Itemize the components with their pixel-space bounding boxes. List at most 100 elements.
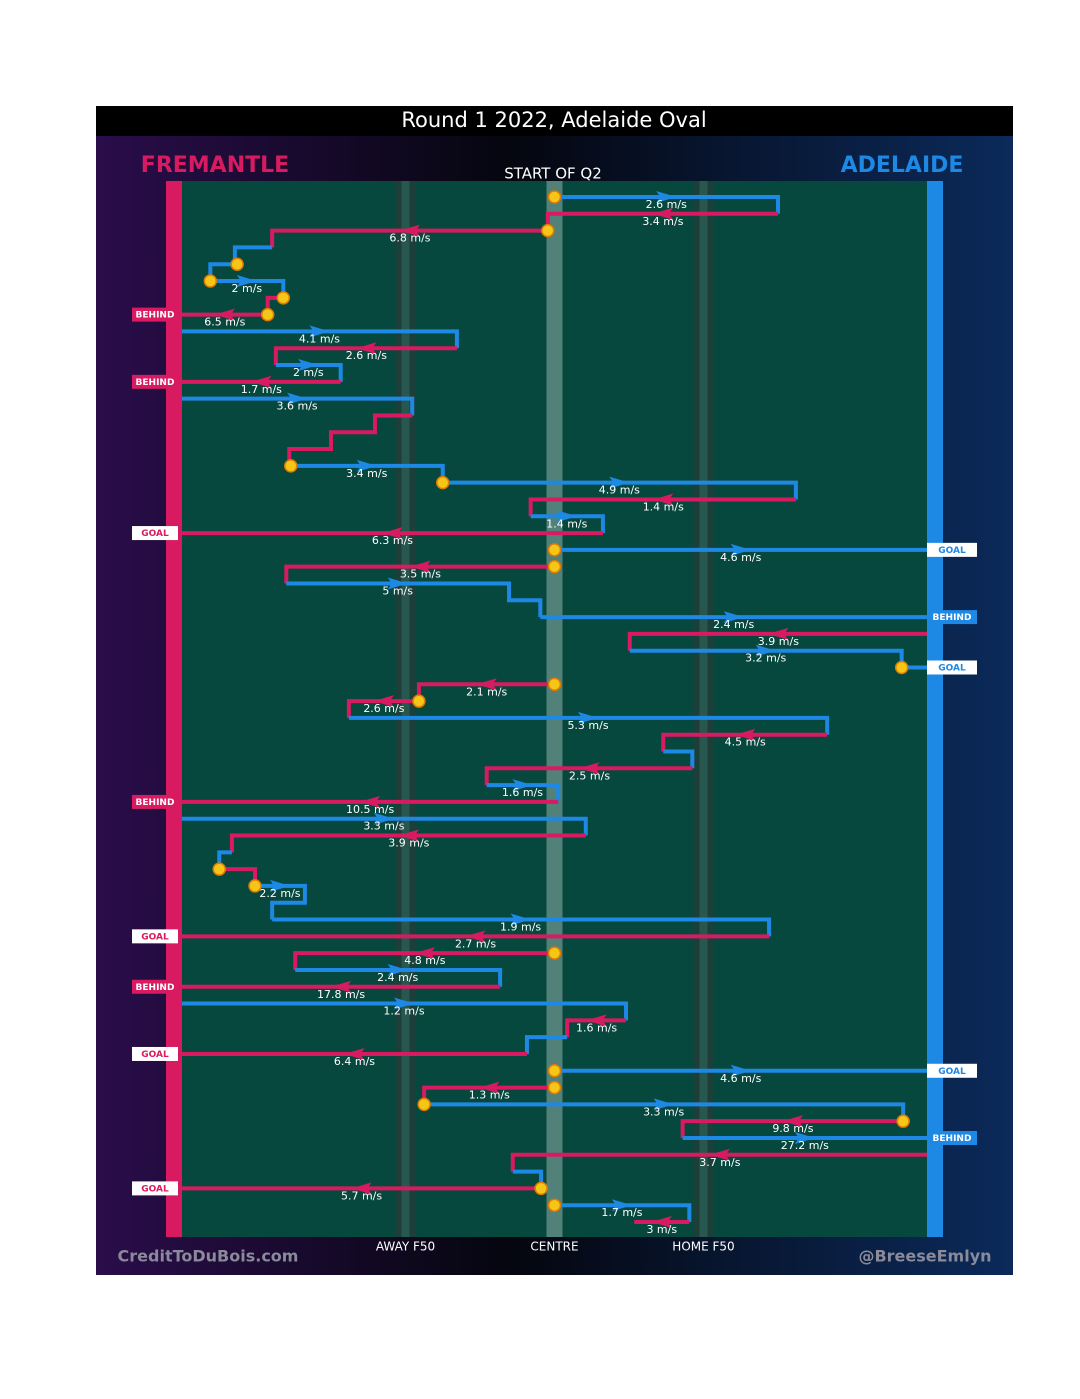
chain-line xyxy=(346,699,419,718)
chain-line xyxy=(286,581,543,618)
x-tick-label: CENTRE xyxy=(530,1240,578,1254)
speed-label: 6.4 m/s xyxy=(334,1055,375,1068)
stoppage-marker xyxy=(547,1080,562,1095)
speed-label: 10.5 m/s xyxy=(346,803,394,816)
title-bar xyxy=(96,106,1013,136)
direction-arrow xyxy=(479,1081,500,1094)
speed-label: 4.9 m/s xyxy=(599,484,640,497)
f50-stripe-core xyxy=(699,181,708,1237)
chain-line xyxy=(182,816,588,836)
speed-label: 6.8 m/s xyxy=(389,232,430,245)
speed-label: 1.4 m/s xyxy=(546,517,587,530)
speed-label: 2.7 m/s xyxy=(455,937,496,950)
speed-label: 4.6 m/s xyxy=(720,1072,761,1085)
direction-arrow xyxy=(398,829,419,842)
stoppage-marker xyxy=(203,274,218,288)
chain-line xyxy=(661,732,828,752)
direction-arrow xyxy=(768,627,789,640)
speed-label: 9.8 m/s xyxy=(772,1122,813,1135)
speed-label: 2 m/s xyxy=(231,282,262,295)
speed-label: 6.5 m/s xyxy=(204,316,245,329)
direction-arrow xyxy=(394,997,415,1010)
stoppage-marker xyxy=(436,475,450,490)
direction-arrow xyxy=(382,527,403,540)
outcome-label: GOAL xyxy=(938,1067,966,1077)
chain-line xyxy=(295,967,503,987)
direction-arrow xyxy=(651,1216,672,1228)
speed-label: 3.2 m/s xyxy=(745,652,786,665)
outcome-box xyxy=(927,1063,977,1078)
direction-arrow xyxy=(578,711,599,724)
direction-arrow xyxy=(730,1064,751,1077)
outcome-label: BEHIND xyxy=(136,798,175,808)
credit: @BreeseEmlyn xyxy=(858,1247,991,1266)
stoppage-marker xyxy=(417,1097,431,1112)
chart-title: Round 1 2022, Adelaide Oval xyxy=(401,108,706,132)
stoppage-marker xyxy=(547,559,562,574)
outcome-box xyxy=(927,610,977,625)
outcome-label: GOAL xyxy=(938,663,966,673)
direction-arrow xyxy=(351,1182,372,1195)
direction-arrow xyxy=(214,308,235,321)
speed-label: 3.4 m/s xyxy=(346,467,387,480)
direction-arrow xyxy=(331,980,352,993)
outcome-box xyxy=(132,979,178,994)
speed-label: 4.6 m/s xyxy=(720,551,761,564)
direction-arrow xyxy=(512,779,533,792)
speed-label: 3.6 m/s xyxy=(277,400,318,413)
chains: 2.6 m/s 3.4 m/s 6.8 m/s 2 m/s 6.5 m/s BEHIND 4… xyxy=(132,190,977,1236)
direction-arrow xyxy=(465,930,486,943)
direction-arrow xyxy=(356,342,377,355)
direction-arrow xyxy=(652,207,673,220)
team-bar xyxy=(166,181,182,1237)
stoppage-marker xyxy=(541,223,555,238)
chain-line xyxy=(442,480,798,500)
direction-arrow xyxy=(579,762,600,775)
speed-label: 1.6 m/s xyxy=(576,1021,617,1034)
chain-line xyxy=(273,346,457,366)
speed-label: 2.4 m/s xyxy=(713,618,754,631)
stoppage-marker xyxy=(212,862,226,876)
chain-line xyxy=(484,766,693,786)
chain-line xyxy=(182,1001,629,1021)
direction-arrow xyxy=(611,1199,632,1212)
outcome-box xyxy=(132,794,178,809)
direction-arrow xyxy=(387,963,408,976)
direction-arrow xyxy=(269,879,290,892)
outcome-box xyxy=(132,929,178,944)
direction-arrow xyxy=(236,275,257,288)
direction-arrow xyxy=(556,510,577,523)
speed-label: 5.3 m/s xyxy=(567,719,608,732)
direction-arrow xyxy=(414,947,435,960)
chain-line xyxy=(229,833,586,853)
speed-label: 27.2 m/s xyxy=(781,1139,829,1152)
direction-arrow xyxy=(755,644,776,657)
speed-label: 1.7 m/s xyxy=(601,1206,642,1219)
centre-stripe xyxy=(546,181,563,1237)
chain-line xyxy=(554,195,780,214)
speed-label: 1.6 m/s xyxy=(502,786,543,799)
chain-line xyxy=(680,1119,904,1138)
speed-label: 4.8 m/s xyxy=(404,954,445,967)
speed-label: 5.7 m/s xyxy=(341,1189,382,1202)
team-name: FREMANTLE xyxy=(141,153,289,178)
direction-arrow xyxy=(656,191,677,203)
direction-arrow xyxy=(399,224,420,237)
x-tick-label: HOME F50 xyxy=(672,1240,734,1254)
speed-label: 2.2 m/s xyxy=(259,887,300,900)
outcome-label: GOAL xyxy=(141,932,169,942)
chain-line xyxy=(530,514,605,534)
chain-line xyxy=(565,1018,627,1038)
stoppage-marker xyxy=(894,660,909,675)
direction-arrow xyxy=(356,459,377,472)
speed-label: 2.6 m/s xyxy=(646,198,687,211)
speed-label: 6.3 m/s xyxy=(372,534,413,547)
speed-label: 3.3 m/s xyxy=(643,1105,684,1118)
x-tick-label: AWAY F50 xyxy=(376,1240,435,1254)
outcome-label: GOAL xyxy=(141,1050,169,1060)
outcome-box xyxy=(927,660,977,675)
direction-arrow xyxy=(782,1115,803,1128)
outcome-box xyxy=(132,1046,178,1061)
chain-line xyxy=(554,1203,692,1222)
stoppage-marker xyxy=(547,677,562,692)
